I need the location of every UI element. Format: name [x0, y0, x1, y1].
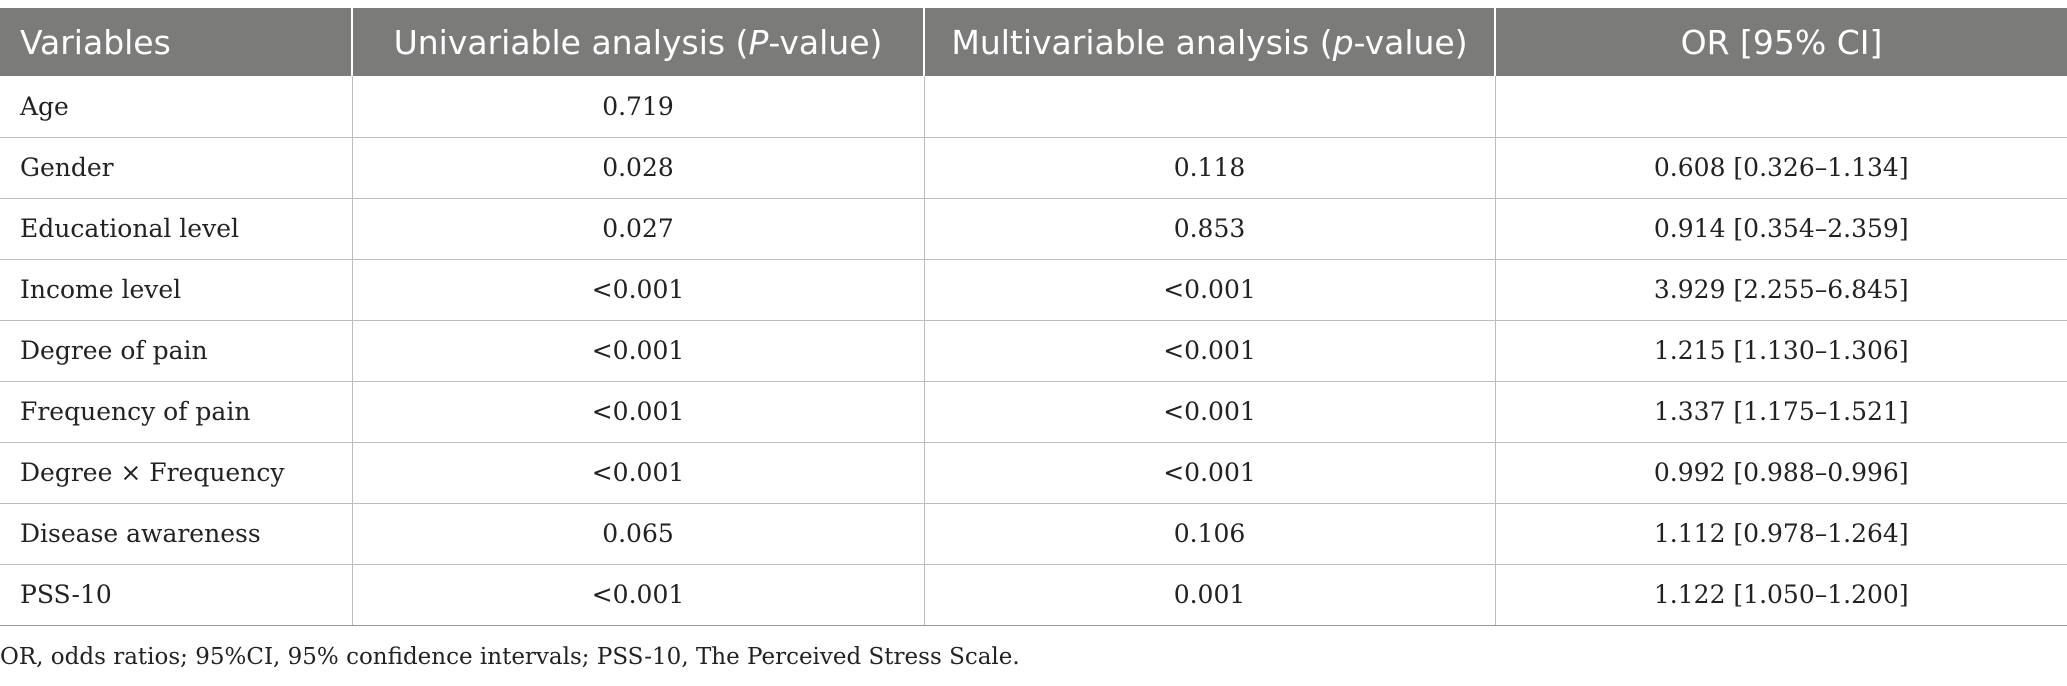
table-row: Disease awareness 0.065 0.106 1.112 [0.9… — [0, 503, 2067, 565]
table-row: Educational level 0.027 0.853 0.914 [0.3… — [0, 198, 2067, 260]
header-odds-ratio: OR [95% CI] — [1495, 8, 2067, 76]
cell-univariable-p: <0.001 — [352, 320, 925, 382]
cell-multivariable-p: <0.001 — [924, 381, 1496, 443]
cell-univariable-p: 0.028 — [352, 137, 925, 199]
cell-odds-ratio: 1.122 [1.050–1.200] — [1495, 564, 2067, 626]
header-variables: Variables — [0, 8, 353, 76]
cell-odds-ratio: 0.914 [0.354–2.359] — [1495, 198, 2067, 260]
cell-multivariable-p: 0.853 — [924, 198, 1496, 260]
cell-multivariable-p: <0.001 — [924, 259, 1496, 321]
cell-odds-ratio: 1.215 [1.130–1.306] — [1495, 320, 2067, 382]
table-row: Degree of pain <0.001 <0.001 1.215 [1.13… — [0, 320, 2067, 382]
cell-variable: Educational level — [0, 198, 353, 260]
table-row: Degree × Frequency <0.001 <0.001 0.992 [… — [0, 442, 2067, 504]
cell-variable: Age — [0, 76, 353, 138]
table-footnote: OR, odds ratios; 95%CI, 95% confidence i… — [0, 644, 1020, 670]
cell-variable: Disease awareness — [0, 503, 353, 565]
cell-univariable-p: <0.001 — [352, 381, 925, 443]
cell-odds-ratio: 0.608 [0.326–1.134] — [1495, 137, 2067, 199]
table-row: PSS-10 <0.001 0.001 1.122 [1.050–1.200] — [0, 564, 2067, 626]
cell-multivariable-p: <0.001 — [924, 442, 1496, 504]
cell-multivariable-p: <0.001 — [924, 320, 1496, 382]
cell-odds-ratio: 0.992 [0.988–0.996] — [1495, 442, 2067, 504]
cell-univariable-p: 0.065 — [352, 503, 925, 565]
regression-results-table: Variables Univariable analysis (P-value)… — [0, 8, 2067, 626]
cell-univariable-p: <0.001 — [352, 259, 925, 321]
cell-univariable-p: 0.027 — [352, 198, 925, 260]
cell-multivariable-p — [924, 76, 1496, 138]
header-multivariable: Multivariable analysis (p-value) — [924, 8, 1496, 76]
table-row: Income level <0.001 <0.001 3.929 [2.255–… — [0, 259, 2067, 321]
table-row: Age 0.719 — [0, 76, 2067, 138]
cell-variable: Degree × Frequency — [0, 442, 353, 504]
cell-odds-ratio: 1.112 [0.978–1.264] — [1495, 503, 2067, 565]
results-table-container: Variables Univariable analysis (P-value)… — [0, 8, 2067, 626]
cell-odds-ratio — [1495, 76, 2067, 138]
cell-multivariable-p: 0.001 — [924, 564, 1496, 626]
table-row: Gender 0.028 0.118 0.608 [0.326–1.134] — [0, 137, 2067, 199]
header-univariable: Univariable analysis (P-value) — [352, 8, 925, 76]
table-row: Frequency of pain <0.001 <0.001 1.337 [1… — [0, 381, 2067, 443]
cell-multivariable-p: 0.106 — [924, 503, 1496, 565]
cell-univariable-p: <0.001 — [352, 442, 925, 504]
cell-variable: PSS-10 — [0, 564, 353, 626]
cell-univariable-p: <0.001 — [352, 564, 925, 626]
cell-variable: Degree of pain — [0, 320, 353, 382]
cell-odds-ratio: 3.929 [2.255–6.845] — [1495, 259, 2067, 321]
cell-variable: Income level — [0, 259, 353, 321]
cell-multivariable-p: 0.118 — [924, 137, 1496, 199]
header-row: Variables Univariable analysis (P-value)… — [0, 8, 2067, 76]
cell-univariable-p: 0.719 — [352, 76, 925, 138]
cell-odds-ratio: 1.337 [1.175–1.521] — [1495, 381, 2067, 443]
cell-variable: Gender — [0, 137, 353, 199]
cell-variable: Frequency of pain — [0, 381, 353, 443]
